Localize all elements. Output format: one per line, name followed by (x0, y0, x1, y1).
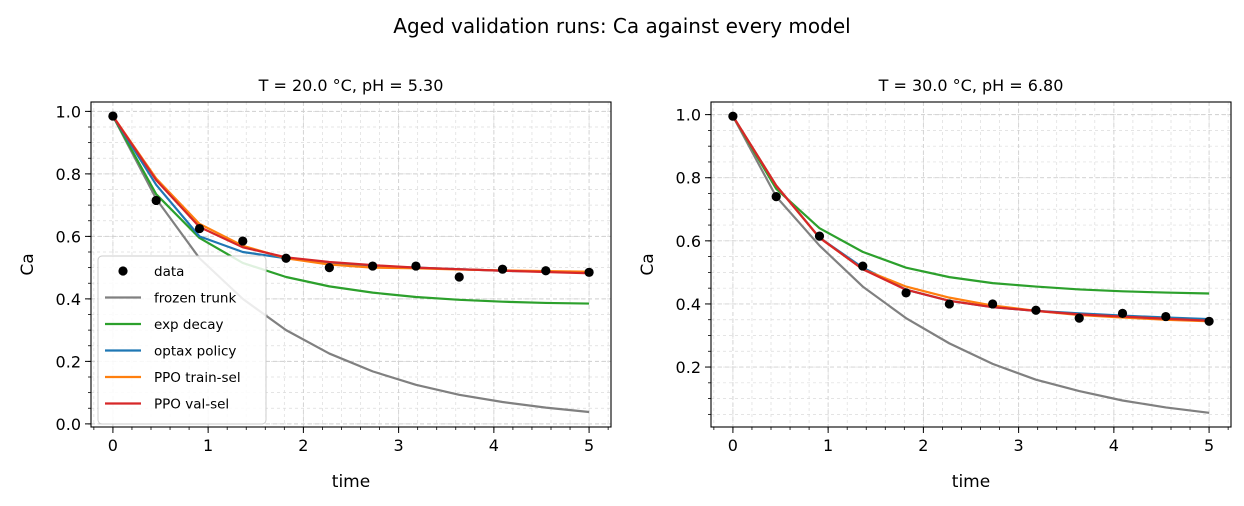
legend-label: PPO train-sel (154, 370, 241, 386)
x-tick-label: 4 (1109, 436, 1119, 455)
y-axis-label: Ca (638, 253, 658, 275)
data-point (454, 272, 464, 282)
y-tick-label: 0.6 (56, 227, 81, 246)
x-tick-label: 1 (203, 436, 213, 455)
x-tick-label: 2 (298, 436, 308, 455)
y-tick-label: 0.2 (676, 358, 701, 377)
legend-label: exp decay (154, 317, 223, 333)
x-tick-label: 4 (489, 436, 499, 455)
data-point (944, 299, 954, 309)
series-line-exp-decay (111, 115, 590, 305)
y-tick-label: 0.6 (676, 232, 701, 251)
data-point (368, 261, 378, 271)
data-point (901, 288, 911, 298)
series-line-frozen-trunk (731, 115, 1210, 414)
legend-label: PPO val-sel (154, 397, 229, 413)
data-point (1031, 305, 1041, 315)
x-tick-label: 1 (823, 436, 833, 455)
data-point (988, 299, 998, 309)
y-tick-label: 0.2 (56, 352, 81, 371)
axes-frame (710, 101, 1232, 428)
data-point (728, 111, 738, 121)
series-group (731, 115, 1210, 414)
figure-title: Aged validation runs: Ca against every m… (393, 14, 850, 38)
data-point (238, 236, 248, 246)
x-tick-label: 0 (728, 436, 738, 455)
x-tick-label: 3 (1014, 436, 1024, 455)
data-point (1074, 313, 1084, 323)
y-tick-label: 1.0 (676, 106, 701, 125)
series-line-exp-decay (731, 115, 1210, 295)
x-tick-label: 0 (108, 436, 118, 455)
legend-label: frozen trunk (154, 291, 236, 307)
data-point (771, 192, 781, 202)
data-point (497, 264, 508, 274)
y-tick-label: 0.4 (676, 295, 701, 314)
data-point (584, 267, 594, 277)
series-line-optax-policy (731, 115, 1210, 321)
series-line-ppo-val-sel (731, 115, 1210, 322)
axes-frame (90, 101, 612, 428)
legend-label: data (154, 264, 184, 280)
data-point (108, 111, 118, 121)
legend-label: optax policy (154, 344, 236, 360)
data-point (411, 261, 421, 271)
data-point (541, 266, 551, 276)
x-tick-label: 5 (584, 436, 594, 455)
data-point (1117, 308, 1128, 319)
x-axis-label: time (952, 472, 990, 492)
y-axis-label: Ca (18, 253, 38, 275)
series-group (111, 115, 590, 414)
y-tick-label: 1.0 (56, 102, 81, 121)
data-point (194, 223, 205, 234)
data-point (814, 231, 825, 241)
y-tick-label: 0.4 (56, 290, 81, 309)
x-axis-label: time (332, 472, 370, 492)
panel-title: T = 20.0 °C, pH = 5.30 (258, 76, 444, 95)
panel-1: 0 1 2 3 4 5 0.0 0.2 0.4 0.6 0.8 1.0 T = 20.0 °C, pH … (18, 76, 612, 492)
series-line-optax-policy (111, 115, 590, 274)
panel-2: 0 1 2 3 4 5 0.2 0.4 0.6 0.8 1.0 T = 30.0 °C, pH = 6… (638, 76, 1232, 492)
x-tick-label: 5 (1204, 436, 1214, 455)
legend-marker-data (118, 266, 128, 276)
data-point (281, 253, 291, 263)
legend: data frozen trunk exp decay optax policy PPO… (97, 255, 267, 425)
series-line-ppo-train-sel (111, 115, 590, 273)
series-line-ppo-val-sel (111, 115, 590, 275)
data-point (1161, 311, 1171, 322)
data-point (1204, 316, 1214, 326)
y-tick-label: 0.0 (56, 415, 81, 434)
data-point (324, 263, 334, 273)
y-tick-label: 0.8 (676, 169, 701, 188)
data-point (151, 195, 161, 206)
data-point (858, 261, 868, 271)
panel-title: T = 30.0 °C, pH = 6.80 (878, 76, 1064, 95)
x-tick-label: 2 (918, 436, 928, 455)
series-line-frozen-trunk (111, 115, 590, 414)
x-tick-label: 3 (394, 436, 404, 455)
y-tick-label: 0.8 (56, 165, 81, 184)
